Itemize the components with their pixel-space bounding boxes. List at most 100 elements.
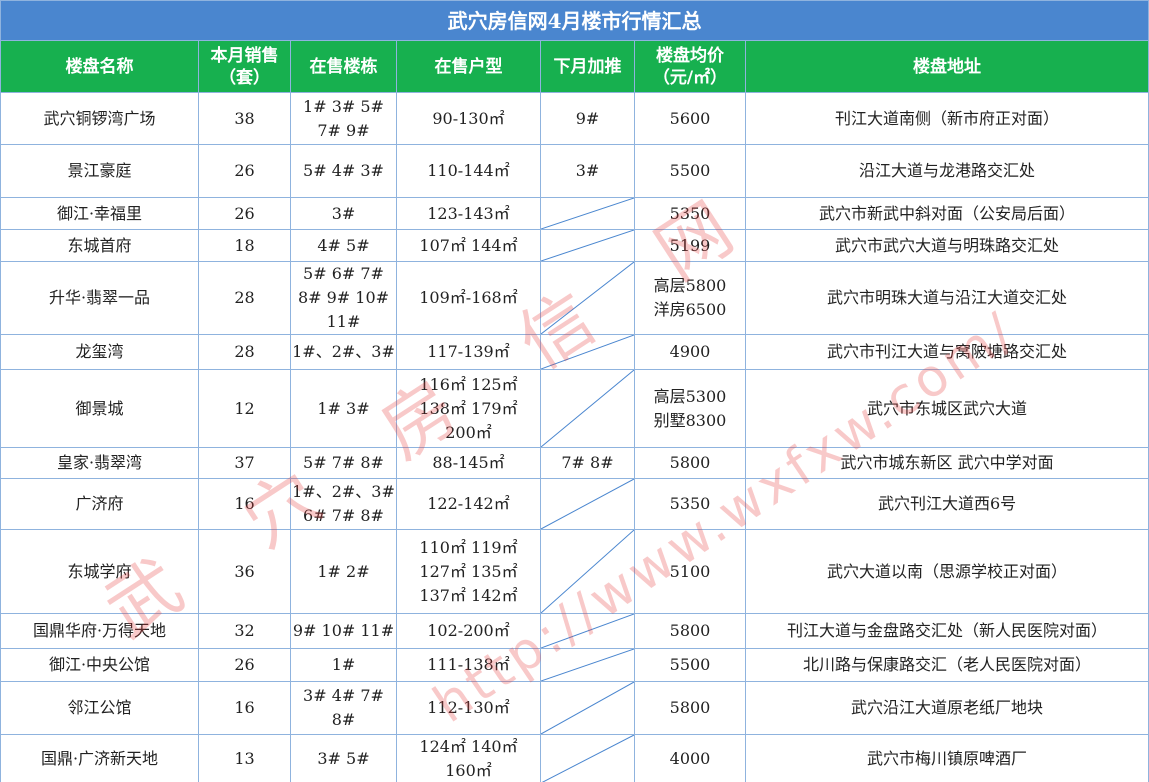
table-row: 皇家·翡翠湾 37 5# 7# 8# 88-145㎡ 7# 8# 5800 武穴市城东新区 … — [0, 447, 1149, 479]
table-cell — [540, 734, 635, 782]
table-cell: 升华·翡翠一品 — [0, 261, 199, 335]
table-cell: 3# 4# 7# 8# — [290, 681, 397, 735]
table-cell: 武穴市东城区武穴大道 — [744, 369, 1149, 448]
table-row: 景江豪庭 26 5# 4# 3# 110-144㎡ 3# 5500 沿江大道与龙港路交汇处 — [0, 144, 1149, 198]
table-cell: 武穴市梅川镇原啤酒厂 — [744, 734, 1149, 782]
table-cell — [540, 334, 635, 370]
table-cell: 东城首府 — [0, 229, 199, 262]
table-cell: 1#、2#、3# 6# 7# 8# — [290, 478, 397, 530]
table-row: 邻江公馆 16 3# 4# 7# 8# 112-130㎡ 5800 武穴沿江大道原老纸厂地… — [0, 681, 1149, 735]
table-cell: 3# 5# — [290, 734, 397, 782]
empty-diagonal — [541, 682, 634, 734]
column-header: 在售户型 — [396, 40, 541, 93]
table-cell: 武穴市刊江大道与窝陂塘路交汇处 — [744, 334, 1149, 370]
table-cell: 1#、2#、3# — [290, 334, 397, 370]
table-title: 武穴房信网4月楼市行情汇总 — [0, 0, 1149, 41]
table-cell: 107㎡ 144㎡ — [396, 229, 541, 262]
table-cell: 3# — [290, 197, 397, 230]
table-row: 国鼎华府·万得天地 32 9# 10# 11# 102-200㎡ 5800 刊江大道与金盘… — [0, 613, 1149, 649]
table-cell: 武穴市武穴大道与明珠路交汇处 — [744, 229, 1149, 262]
table-cell: 刊江大道南侧（新市府正对面） — [744, 92, 1149, 145]
empty-diagonal — [541, 370, 634, 447]
table-cell: 16 — [198, 681, 291, 735]
table-row: 东城学府 36 1# 2# 110㎡ 119㎡ 127㎡ 135㎡ 137㎡ 142㎡… — [0, 529, 1149, 614]
table-cell — [540, 613, 635, 649]
table-cell: 37 — [198, 447, 291, 479]
table-cell: 沿江大道与龙港路交汇处 — [744, 144, 1149, 198]
table-row: 御江·幸福里 26 3# 123-143㎡ 5350 武穴市新武中斜对面（公安局后面） — [0, 197, 1149, 230]
table-cell: 116㎡ 125㎡ 138㎡ 179㎡ 200㎡ — [396, 369, 541, 448]
empty-diagonal — [541, 649, 634, 681]
table-cell: 26 — [198, 144, 291, 198]
table-cell: 御景城 — [0, 369, 199, 448]
table-cell: 1# 3# 5# 7# 9# — [290, 92, 397, 145]
table-row: 国鼎·广济新天地 13 3# 5# 124㎡ 140㎡ 160㎡ 4000 武穴市梅川镇原… — [0, 734, 1149, 782]
table-cell: 5199 — [634, 229, 746, 262]
table-cell: 9# 10# 11# — [290, 613, 397, 649]
table-cell: 88-145㎡ — [396, 447, 541, 479]
table-cell — [540, 261, 635, 335]
table-cell: 国鼎·广济新天地 — [0, 734, 199, 782]
table-cell: 3# — [540, 144, 635, 198]
table-cell: 18 — [198, 229, 291, 262]
empty-diagonal — [541, 735, 634, 782]
table-cell: 110㎡ 119㎡ 127㎡ 135㎡ 137㎡ 142㎡ — [396, 529, 541, 614]
table-cell: 5600 — [634, 92, 746, 145]
empty-diagonal — [541, 479, 634, 529]
table-cell: 111-138㎡ — [396, 648, 541, 682]
table-cell: 武穴市明珠大道与沿江大道交汇处 — [744, 261, 1149, 335]
table-cell: 5800 — [634, 681, 746, 735]
table-cell — [540, 229, 635, 262]
table-cell: 5500 — [634, 144, 746, 198]
table-cell: 高层5300 别墅8300 — [634, 369, 746, 448]
table-cell: 16 — [198, 478, 291, 530]
table-cell: 28 — [198, 261, 291, 335]
table-cell: 124㎡ 140㎡ 160㎡ — [396, 734, 541, 782]
table-cell: 武穴市新武中斜对面（公安局后面） — [744, 197, 1149, 230]
table-cell: 1# 2# — [290, 529, 397, 614]
table-cell: 90-130㎡ — [396, 92, 541, 145]
table-cell: 国鼎华府·万得天地 — [0, 613, 199, 649]
table-cell: 武穴刊江大道西6号 — [744, 478, 1149, 530]
table-cell: 高层5800 洋房6500 — [634, 261, 746, 335]
table-cell: 112-130㎡ — [396, 681, 541, 735]
table-cell: 1# — [290, 648, 397, 682]
table-cell: 117-139㎡ — [396, 334, 541, 370]
table-cell: 13 — [198, 734, 291, 782]
table-cell: 5# 4# 3# — [290, 144, 397, 198]
table-cell: 武穴沿江大道原老纸厂地块 — [744, 681, 1149, 735]
table-cell: 32 — [198, 613, 291, 649]
table-cell: 御江·中央公馆 — [0, 648, 199, 682]
table-row: 御江·中央公馆 26 1# 111-138㎡ 5500 北川路与保康路交汇（老人民医院对面… — [0, 648, 1149, 682]
table-cell: 武穴大道以南（思源学校正对面） — [744, 529, 1149, 614]
table-cell — [540, 478, 635, 530]
table-cell: 5800 — [634, 447, 746, 479]
table-cell: 邻江公馆 — [0, 681, 199, 735]
column-header: 下月加推 — [540, 40, 635, 93]
table-cell: 北川路与保康路交汇（老人民医院对面） — [744, 648, 1149, 682]
empty-diagonal — [541, 335, 634, 369]
table-cell: 102-200㎡ — [396, 613, 541, 649]
table-cell: 武穴铜锣湾广场 — [0, 92, 199, 145]
column-header: 楼盘名称 — [0, 40, 199, 93]
empty-diagonal — [541, 614, 634, 648]
table-cell: 皇家·翡翠湾 — [0, 447, 199, 479]
table-row: 东城首府 18 4# 5# 107㎡ 144㎡ 5199 武穴市武穴大道与明珠路交汇处 — [0, 229, 1149, 262]
empty-diagonal — [541, 530, 634, 613]
table-cell: 4900 — [634, 334, 746, 370]
table-cell: 刊江大道与金盘路交汇处（新人民医院对面） — [744, 613, 1149, 649]
column-header: 楼盘均价 （元/㎡） — [634, 40, 746, 93]
table-cell: 景江豪庭 — [0, 144, 199, 198]
table-cell — [540, 681, 635, 735]
table-row: 御景城 12 1# 3# 116㎡ 125㎡ 138㎡ 179㎡ 200㎡ 高层5300… — [0, 369, 1149, 448]
table-cell: 龙玺湾 — [0, 334, 199, 370]
table-cell — [540, 648, 635, 682]
table-cell: 5800 — [634, 613, 746, 649]
header-row: 楼盘名称 本月销售 （套） 在售楼栋 在售户型 下月加推 楼盘均价 （元/㎡） 楼盘地址 — [0, 40, 1149, 93]
table-row: 武穴铜锣湾广场 38 1# 3# 5# 7# 9# 90-130㎡ 9# 5600 刊江大道… — [0, 92, 1149, 145]
table-cell — [540, 369, 635, 448]
table-cell: 5350 — [634, 197, 746, 230]
table-cell — [540, 529, 635, 614]
